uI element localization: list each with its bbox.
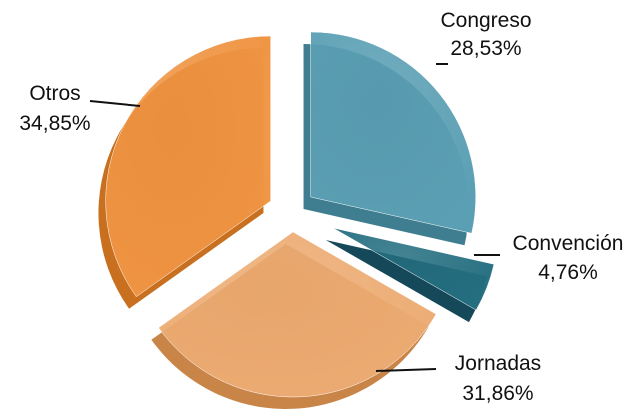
slice-label-congreso: Congreso: [440, 9, 531, 32]
slice-congreso: [310, 31, 476, 234]
slice-depth-convencion: [325, 239, 487, 323]
slice-otros: [105, 35, 271, 298]
slice-label-convencion: Convención: [513, 232, 624, 255]
slice-value-convencion: 4,76%: [538, 261, 598, 284]
leader-line-otros: [89, 100, 141, 107]
slice-value-jornadas: 31,86%: [462, 382, 533, 405]
slice-layer: [105, 31, 495, 398]
slice-label-jornadas: Jornadas: [455, 352, 541, 375]
leader-line-layer: [89, 63, 500, 372]
slice-value-otros: 34,85%: [19, 112, 90, 135]
slice-label-otros: Otros: [29, 82, 80, 105]
slice-convencion: [332, 227, 495, 311]
leader-line-jornadas: [375, 368, 437, 372]
slice-value-congreso: 28,53%: [450, 37, 521, 60]
slice-jornadas: [158, 231, 437, 398]
